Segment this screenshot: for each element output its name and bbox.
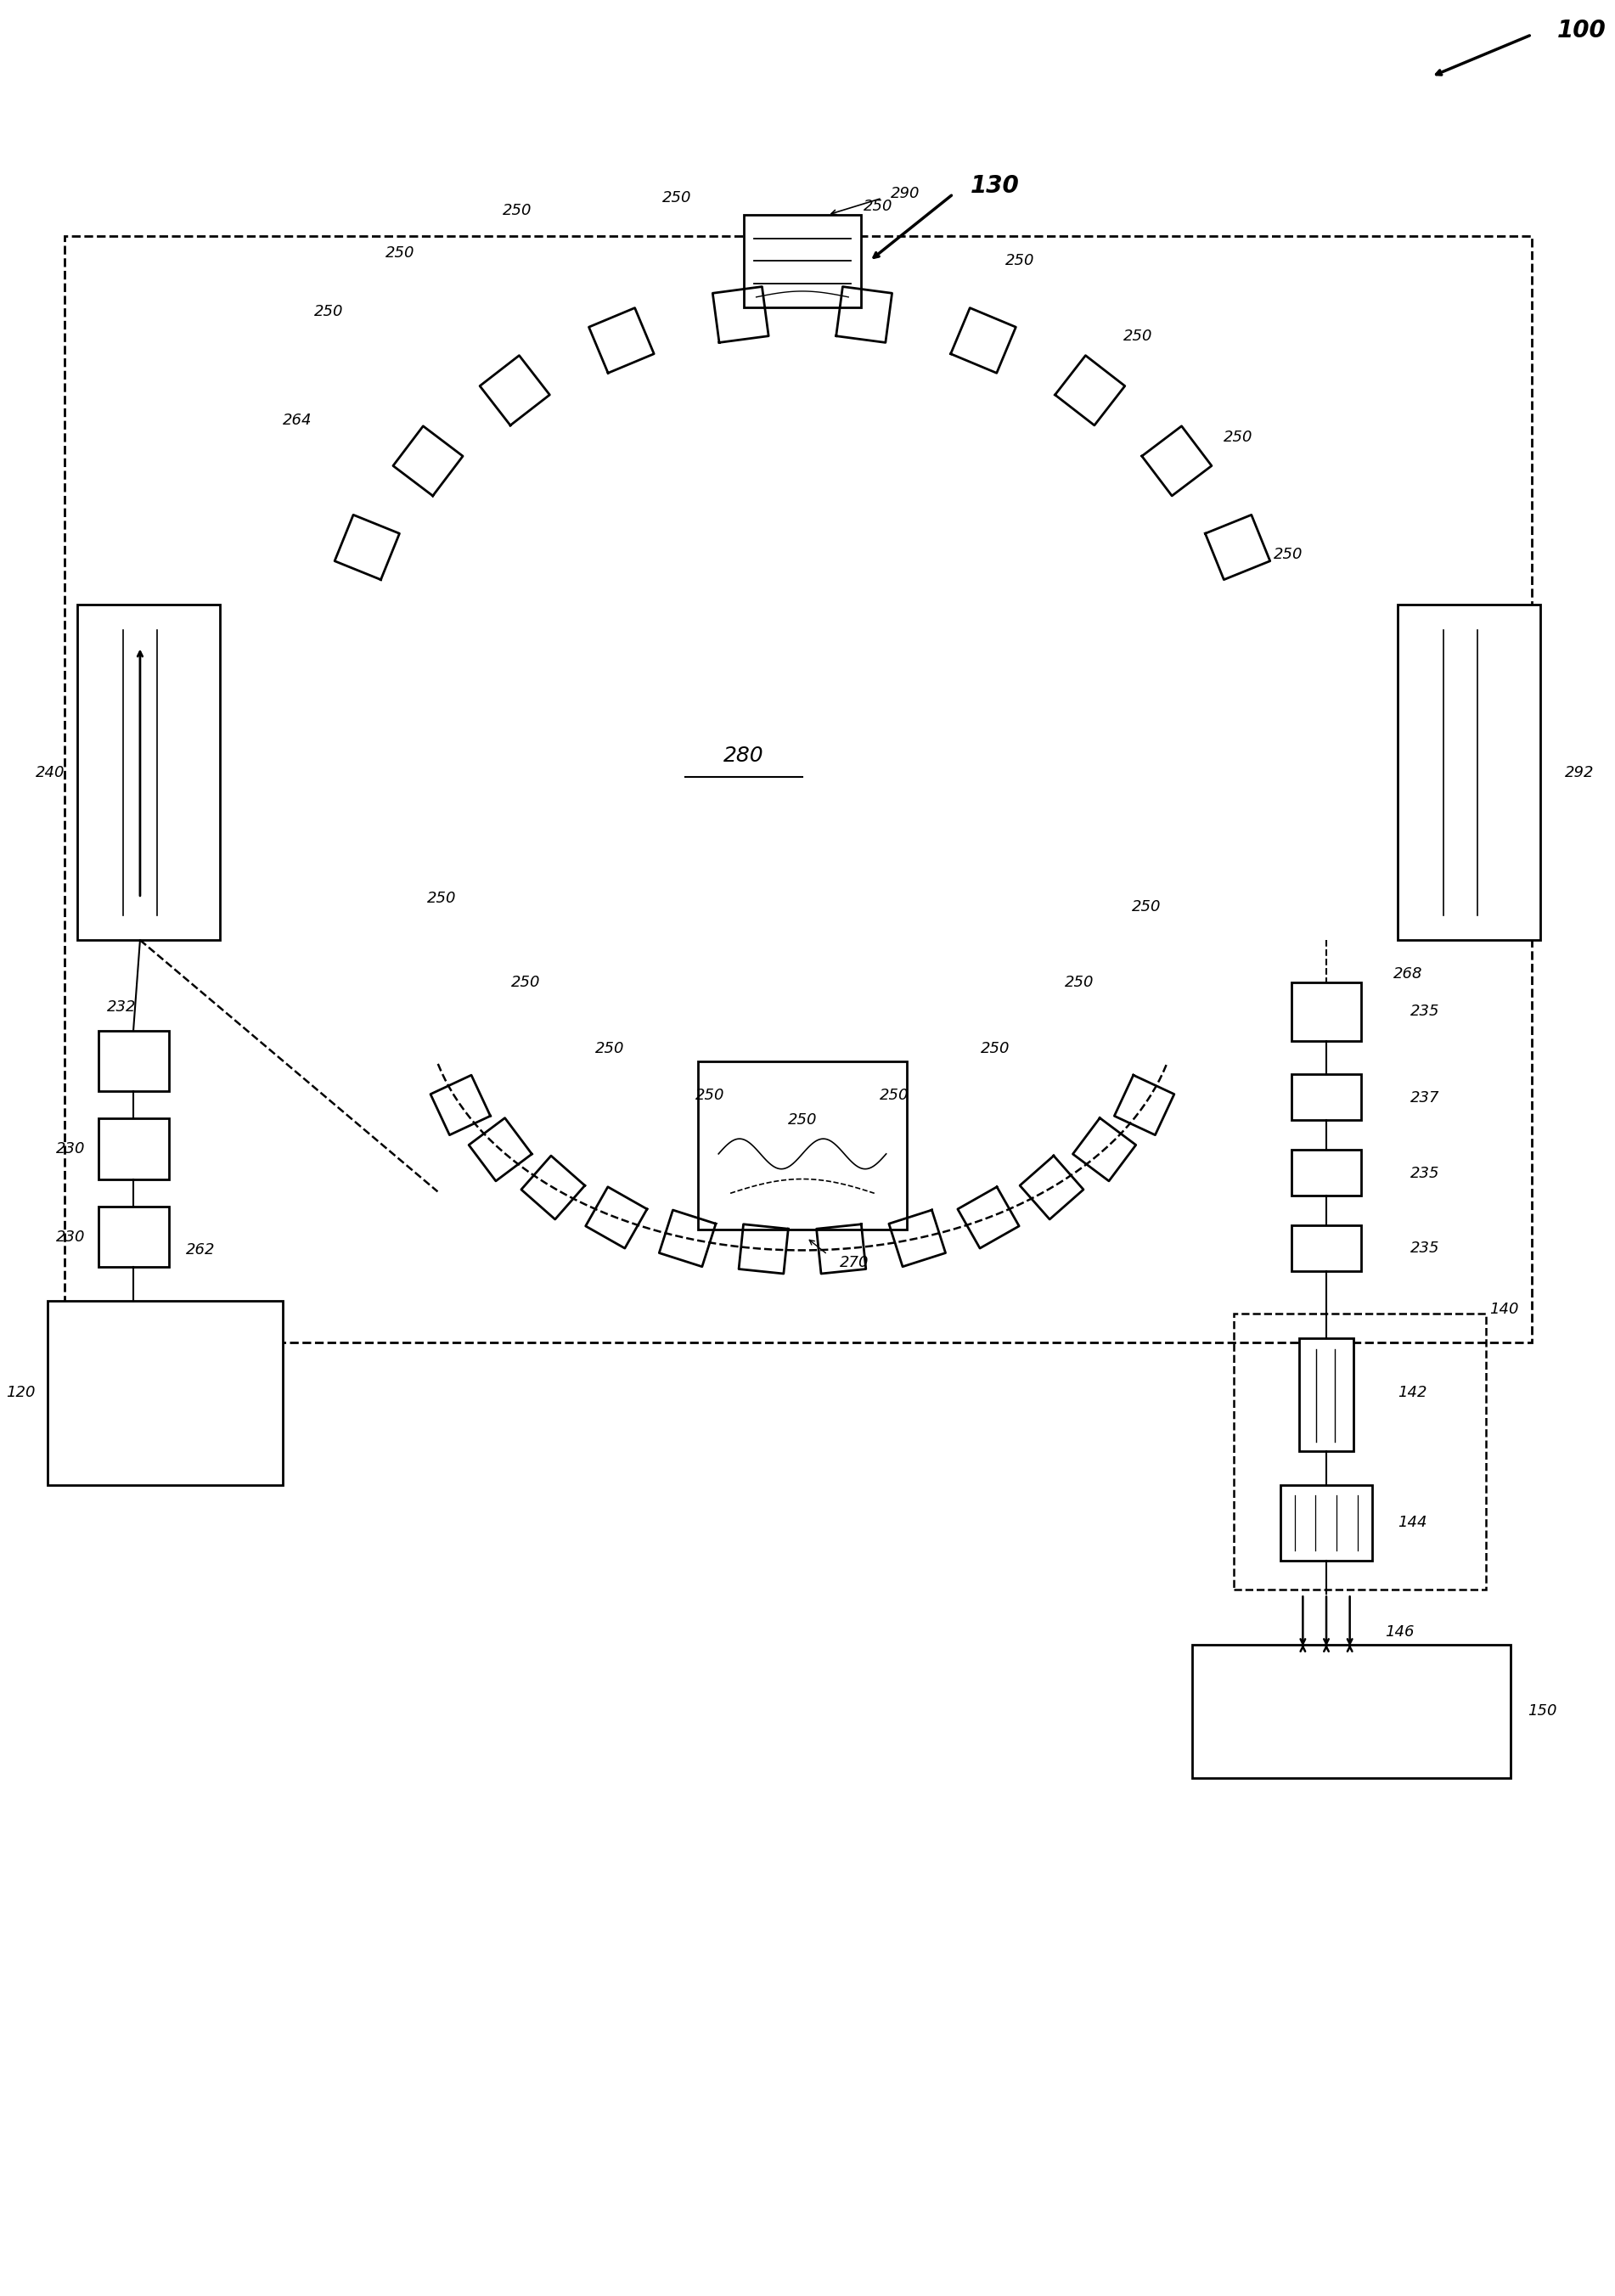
Text: 100: 100 — [1557, 18, 1605, 41]
Bar — [65, 236, 1531, 1343]
Bar — [1290, 983, 1361, 1040]
Text: 120: 120 — [6, 1384, 36, 1401]
Text: 250: 250 — [696, 1088, 725, 1102]
Bar — [1397, 604, 1541, 939]
Text: 250: 250 — [313, 303, 344, 319]
Text: 250: 250 — [1006, 253, 1035, 269]
Text: 140: 140 — [1489, 1302, 1520, 1316]
Bar — [743, 216, 861, 308]
Text: 130: 130 — [971, 174, 1019, 197]
Bar — [1290, 1226, 1361, 1272]
Text: 250: 250 — [1274, 546, 1303, 563]
Bar — [48, 1300, 283, 1486]
Text: 235: 235 — [1410, 1166, 1439, 1180]
Bar — [1290, 1150, 1361, 1196]
Bar — [99, 1118, 170, 1180]
Bar — [1300, 1339, 1353, 1451]
Text: 235: 235 — [1410, 1003, 1439, 1019]
Bar — [99, 1031, 170, 1091]
Text: 292: 292 — [1565, 765, 1594, 781]
Text: 142: 142 — [1397, 1384, 1428, 1401]
Text: 250: 250 — [510, 974, 541, 990]
Text: 146: 146 — [1386, 1623, 1415, 1639]
Text: 230: 230 — [57, 1141, 86, 1157]
Text: 230: 230 — [57, 1228, 86, 1244]
Text: 240: 240 — [36, 765, 65, 781]
Text: 232: 232 — [107, 999, 136, 1015]
Text: 270: 270 — [840, 1256, 869, 1270]
Text: 280: 280 — [724, 746, 764, 767]
Text: 150: 150 — [1528, 1704, 1557, 1720]
Bar — [698, 1061, 908, 1228]
Text: 237: 237 — [1410, 1091, 1439, 1104]
Text: 250: 250 — [1132, 900, 1161, 914]
Text: 250: 250 — [788, 1114, 817, 1127]
Bar — [1281, 1486, 1373, 1561]
Text: 264: 264 — [283, 413, 312, 427]
Text: 250: 250 — [386, 246, 415, 259]
Text: 250: 250 — [428, 891, 457, 907]
Text: 262: 262 — [186, 1242, 215, 1258]
Text: 250: 250 — [1122, 328, 1153, 344]
Text: 250: 250 — [1224, 429, 1253, 445]
Text: 250: 250 — [502, 202, 531, 218]
Text: 250: 250 — [594, 1042, 623, 1056]
Text: 235: 235 — [1410, 1240, 1439, 1256]
Text: 250: 250 — [980, 1042, 1009, 1056]
Text: 250: 250 — [1064, 974, 1093, 990]
Text: 250: 250 — [862, 200, 893, 214]
Text: 250: 250 — [880, 1088, 909, 1102]
Text: 268: 268 — [1394, 967, 1423, 980]
Bar — [78, 604, 220, 939]
Text: 250: 250 — [662, 191, 691, 207]
Bar — [1192, 1644, 1510, 1779]
Bar — [1290, 1075, 1361, 1120]
Text: 290: 290 — [890, 186, 919, 202]
Bar — [99, 1208, 170, 1267]
Bar — [1234, 1313, 1486, 1589]
Text: 144: 144 — [1397, 1515, 1428, 1531]
